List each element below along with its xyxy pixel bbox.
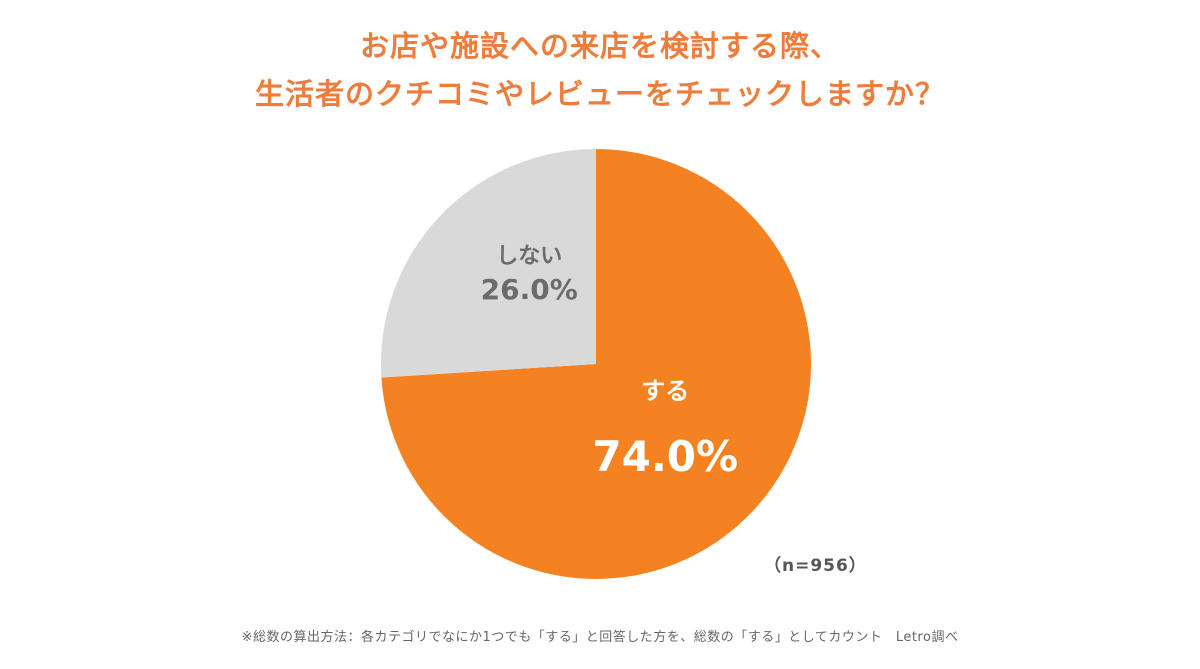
pie-slice-shinai-name-label: しない <box>496 244 562 269</box>
pie-slice-suru-value-label: 74.0% <box>592 432 738 481</box>
sample-size-label: （n=956） <box>764 556 867 576</box>
footnote: ※総数の算出方法：各カテゴリでなにか1つでも「する」と回答した方を、総数の「する… <box>241 630 959 645</box>
pie-slice-shinai-value-label: 26.0% <box>481 273 578 306</box>
chart-title-line-1: お店や施設への来店を検討する際、 <box>359 29 840 63</box>
pie-slice-suru <box>381 149 811 579</box>
pie-labels: する 74.0% しない 26.0% <box>481 244 738 481</box>
chart-title-line-2: 生活者のクチコミやレビューをチェックしますか？ <box>254 77 945 111</box>
pie-slices <box>381 149 811 579</box>
pie-slice-suru-name-label: する <box>641 377 689 405</box>
pie-slice-shinai <box>381 149 596 378</box>
